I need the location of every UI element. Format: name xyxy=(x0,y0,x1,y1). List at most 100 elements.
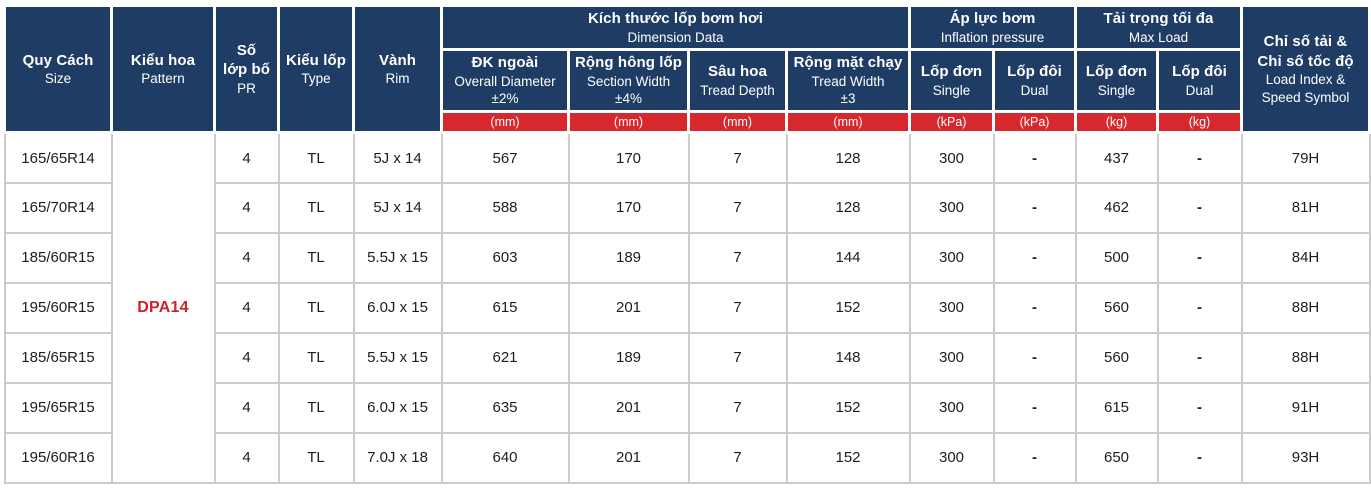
cell-load-dual: - xyxy=(1156,331,1243,384)
cell-tread-width: 128 xyxy=(785,131,911,184)
unit-kg: (kg) xyxy=(1074,110,1159,135)
cell-overall-diameter: 615 xyxy=(440,281,570,334)
unit-mm: (mm) xyxy=(687,110,788,135)
cell-pressure-single: 300 xyxy=(908,281,995,334)
header-load-index-vi: Chỉ số tải & Chỉ số tốc độ xyxy=(1257,33,1354,70)
cell-pr: 4 xyxy=(213,181,280,234)
cell-size: 165/65R14 xyxy=(3,131,113,184)
cell-size: 185/60R15 xyxy=(3,231,113,284)
header-row-units: (mm) (mm) (mm) (mm) (kPa) (kPa) (kg) (kg… xyxy=(5,110,1370,135)
cell-load-index: 88H xyxy=(1240,281,1371,334)
cell-load-single: 560 xyxy=(1074,281,1159,334)
cell-pressure-single: 300 xyxy=(908,381,995,434)
cell-load-dual: - xyxy=(1156,281,1243,334)
header-maxload-dual: Lốp đôi Dual xyxy=(1156,48,1243,114)
table-row: 195/60R15 4 TL 6.0J x 15 615 201 7 152 3… xyxy=(3,281,1371,334)
header-inflation-dual: Lốp đôi Dual xyxy=(992,48,1077,114)
cell-section-width: 170 xyxy=(567,131,690,184)
cell-pr: 4 xyxy=(213,331,280,384)
header-group-dimension: Kích thước lốp bơm hơi Dimension Data xyxy=(440,3,911,52)
cell-size: 195/60R16 xyxy=(3,431,113,484)
cell-size: 195/65R15 xyxy=(3,381,113,434)
cell-type: TL xyxy=(277,181,355,234)
header-tread-width-en: Tread Width xyxy=(811,73,885,89)
cell-tread-width: 128 xyxy=(785,181,911,234)
header-rim-en: Rim xyxy=(385,71,410,87)
table-row: 195/65R15 4 TL 6.0J x 15 635 201 7 152 3… xyxy=(3,381,1371,434)
cell-load-single: 615 xyxy=(1074,381,1159,434)
cell-rim: 6.0J x 15 xyxy=(352,281,443,334)
header-maxload-dual-en: Dual xyxy=(1185,82,1214,98)
header-group-maxload-vi: Tải trọng tối đa xyxy=(1103,10,1214,27)
cell-tread-depth: 7 xyxy=(687,331,788,384)
cell-pressure-dual: - xyxy=(992,181,1077,234)
header-group-maxload-en: Max Load xyxy=(1128,29,1189,45)
cell-type: TL xyxy=(277,281,355,334)
header-type: Kiểu lốp Type xyxy=(277,3,355,135)
cell-pressure-dual: - xyxy=(992,281,1077,334)
cell-pr: 4 xyxy=(213,231,280,284)
cell-overall-diameter: 621 xyxy=(440,331,570,384)
header-section-width-vi: Rộng hông lốp xyxy=(574,54,683,72)
cell-pr: 4 xyxy=(213,131,280,184)
header-section-width: Rộng hông lốp Section Width ±4% xyxy=(567,48,690,114)
cell-tread-depth: 7 xyxy=(687,131,788,184)
header-rim-vi: Vành xyxy=(378,51,417,69)
header-load-index-en: Load Index & Speed Symbol xyxy=(1261,72,1350,105)
cell-load-index: 84H xyxy=(1240,231,1371,284)
header-group-inflation-en: Inflation pressure xyxy=(940,29,1045,45)
header-inflation-single: Lốp đơn Single xyxy=(908,48,995,114)
cell-section-width: 189 xyxy=(567,331,690,384)
header-overall-diameter-tolerance: ±2% xyxy=(491,91,519,107)
cell-tread-width: 152 xyxy=(785,431,911,484)
table-row: 195/60R16 4 TL 7.0J x 18 640 201 7 152 3… xyxy=(3,431,1371,484)
header-group-dimension-en: Dimension Data xyxy=(627,29,724,45)
cell-size: 165/70R14 xyxy=(3,181,113,234)
cell-tread-width: 144 xyxy=(785,231,911,284)
cell-section-width: 201 xyxy=(567,431,690,484)
cell-tread-width: 148 xyxy=(785,331,911,384)
unit-kg: (kg) xyxy=(1156,110,1243,135)
cell-pattern: DPA14 xyxy=(110,131,216,484)
cell-load-single: 650 xyxy=(1074,431,1159,484)
cell-rim: 6.0J x 15 xyxy=(352,381,443,434)
cell-load-single: 500 xyxy=(1074,231,1159,284)
header-overall-diameter-vi: ĐK ngoài xyxy=(471,54,539,72)
cell-load-index: 79H xyxy=(1240,131,1371,184)
header-size-vi: Quy Cách xyxy=(22,51,94,69)
cell-load-index: 81H xyxy=(1240,181,1371,234)
header-tread-width-vi: Rộng mặt chạy xyxy=(793,54,903,72)
header-maxload-single-vi: Lốp đơn xyxy=(1085,63,1148,81)
cell-pr: 4 xyxy=(213,431,280,484)
cell-type: TL xyxy=(277,431,355,484)
cell-pressure-dual: - xyxy=(992,231,1077,284)
unit-kpa: (kPa) xyxy=(908,110,995,135)
table-header: Quy Cách Size Kiểu hoa Pattern Số lớp bố… xyxy=(3,3,1371,135)
cell-load-dual: - xyxy=(1156,381,1243,434)
cell-pressure-dual: - xyxy=(992,431,1077,484)
header-overall-diameter: ĐK ngoài Overall Diameter ±2% xyxy=(440,48,570,114)
header-pattern-vi: Kiểu hoa xyxy=(130,51,196,69)
cell-rim: 5.5J x 15 xyxy=(352,231,443,284)
cell-tread-width: 152 xyxy=(785,381,911,434)
cell-load-index: 93H xyxy=(1240,431,1371,484)
table-row: 165/65R14 DPA14 4 TL 5J x 14 567 170 7 1… xyxy=(3,131,1371,484)
header-type-vi: Kiểu lốp xyxy=(286,51,346,69)
unit-kpa: (kPa) xyxy=(992,110,1077,135)
cell-tread-depth: 7 xyxy=(687,431,788,484)
cell-pressure-dual: - xyxy=(992,331,1077,384)
header-load-index: Chỉ số tải & Chỉ số tốc độ Load Index & … xyxy=(1240,3,1371,135)
cell-type: TL xyxy=(277,231,355,284)
cell-section-width: 201 xyxy=(567,381,690,434)
cell-size: 195/60R15 xyxy=(3,281,113,334)
cell-load-single: 560 xyxy=(1074,331,1159,384)
header-overall-diameter-en: Overall Diameter xyxy=(454,73,556,89)
table-row: 165/70R14 4 TL 5J x 14 588 170 7 128 300… xyxy=(3,181,1371,234)
cell-overall-diameter: 635 xyxy=(440,381,570,434)
header-tread-width: Rộng mặt chạy Tread Width ±3 xyxy=(785,48,911,114)
cell-overall-diameter: 640 xyxy=(440,431,570,484)
header-maxload-single-en: Single xyxy=(1097,82,1136,98)
cell-load-dual: - xyxy=(1156,181,1243,234)
header-tread-depth-vi: Sâu hoa xyxy=(707,63,768,81)
